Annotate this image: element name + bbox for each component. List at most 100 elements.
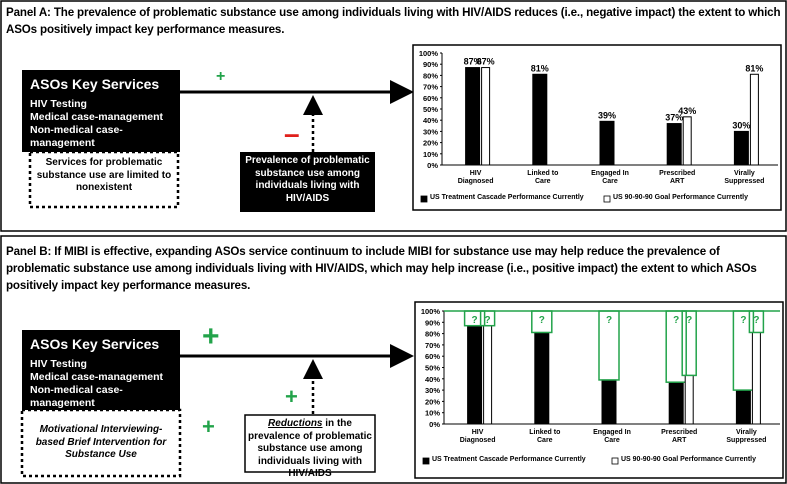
x-tick-label: HIV Diagnosed	[457, 170, 494, 185]
legend-swatch	[603, 195, 611, 203]
value-label: 81%	[745, 63, 763, 73]
legend-label: US 90-90-90 Goal Performance Currently	[613, 194, 748, 201]
x-tick-label: Linked to Care	[529, 429, 561, 444]
minus-sign: –	[284, 118, 300, 149]
x-tick-label: HIV Diagnosed	[459, 429, 496, 444]
dotted-box	[28, 150, 180, 209]
panel-title: Panel A: The prevalence of problematic s…	[6, 6, 781, 36]
unknown-label: ?	[606, 315, 612, 326]
note-text: in the prevalence of problematic substan…	[248, 418, 372, 479]
mibi-note: Motivational Interviewing-based Brief In…	[35, 424, 167, 460]
value-label: 87%	[477, 57, 495, 67]
y-tick-label: 90%	[423, 60, 438, 69]
y-tick-label: 40%	[425, 375, 440, 384]
x-tick-label: Engaged In Care	[593, 429, 631, 444]
y-tick-label: 60%	[425, 352, 440, 361]
bar	[481, 67, 491, 166]
gap-box	[479, 310, 496, 327]
value-label: 43%	[678, 106, 696, 116]
unknown-label: ?	[673, 315, 679, 326]
bar	[735, 389, 751, 425]
unknown-label: ?	[686, 315, 692, 326]
value-label: 87%	[464, 57, 482, 67]
x-tick-label: Virally Suppressed	[724, 170, 765, 185]
y-tick-label: 10%	[423, 150, 438, 159]
legend-swatch	[611, 457, 619, 465]
bar	[668, 381, 684, 425]
y-tick-label: 0%	[429, 420, 440, 429]
y-tick-label: 50%	[425, 364, 440, 373]
y-tick-label: 60%	[423, 94, 438, 103]
legend-label: US 90-90-90 Goal Performance Currently	[621, 456, 756, 463]
panel-b-frame	[0, 235, 787, 484]
y-tick-label: 10%	[425, 409, 440, 418]
y-tick-label: 70%	[423, 83, 438, 92]
service: Medical case-management	[30, 111, 164, 123]
y-tick-label: 20%	[425, 397, 440, 406]
value-label: 30%	[732, 120, 750, 130]
dotted-box	[20, 408, 182, 478]
bar	[749, 73, 759, 166]
unknown-label: ?	[753, 315, 759, 326]
panel-a-frame	[0, 0, 787, 232]
moderator-box: Prevalence of problematic substance use …	[240, 152, 375, 212]
legend-label: US Treatment Cascade Performance Current…	[432, 456, 586, 463]
y-tick-label: 80%	[423, 71, 438, 80]
y-tick-label: 100%	[421, 307, 441, 316]
legend-swatch	[420, 195, 428, 203]
plus-sign: +	[202, 414, 215, 439]
y-tick-label: 80%	[425, 330, 440, 339]
x-tick-label: Engaged In Care	[591, 170, 629, 185]
value-label: 37%	[665, 113, 683, 123]
bar	[733, 130, 749, 166]
x-tick-label: Prescribed ART	[661, 429, 698, 444]
plus-sign: +	[285, 384, 298, 409]
unknown-label: ?	[740, 315, 746, 326]
gap-box	[665, 310, 687, 383]
y-tick-label: 30%	[425, 386, 440, 395]
y-tick-label: 30%	[423, 127, 438, 136]
y-tick-label: 20%	[423, 139, 438, 148]
y-tick-label: 100%	[419, 49, 439, 58]
gap-box	[681, 310, 697, 377]
gap-box	[531, 310, 553, 334]
value-label: 39%	[598, 110, 616, 120]
gap-box	[748, 310, 765, 334]
y-tick-label: 90%	[425, 318, 440, 327]
y-tick-label: 50%	[423, 105, 438, 114]
legend-label: US Treatment Cascade Performance Current…	[430, 194, 584, 201]
bar	[467, 325, 483, 425]
bar	[465, 67, 481, 166]
gap-box	[463, 310, 486, 327]
moderator-box	[244, 414, 376, 473]
services-box: ASOs Key Services HIV Testing Medical ca…	[22, 330, 180, 410]
service: Non-medical case-management	[30, 124, 123, 149]
service: HIV Testing	[30, 98, 87, 110]
legend-swatch	[422, 457, 430, 465]
y-tick-label: 0%	[427, 161, 438, 170]
x-tick-label: Prescribed ART	[659, 170, 696, 185]
services-title: ASOs Key Services	[30, 76, 160, 92]
unknown-label: ?	[539, 315, 545, 326]
plus-sign: +	[202, 320, 220, 353]
bar	[751, 331, 761, 425]
unknown-label: ?	[485, 315, 491, 326]
service: HIV Testing	[30, 358, 87, 370]
panel-title: Panel B: If MIBI is effective, expanding…	[6, 245, 757, 292]
y-tick-label: 40%	[423, 116, 438, 125]
plus-sign: +	[216, 68, 226, 85]
bar	[601, 379, 617, 425]
services-title: ASOs Key Services	[30, 336, 160, 352]
bar	[666, 123, 682, 166]
gap-box	[598, 310, 620, 381]
service: Non-medical case-management	[30, 384, 123, 409]
x-tick-label: Virally Suppressed	[726, 429, 767, 444]
bar	[684, 374, 694, 425]
bar	[599, 120, 615, 166]
emphasis: Reductions	[268, 418, 323, 429]
bar	[682, 116, 692, 166]
value-label: 81%	[531, 63, 549, 73]
unknown-label: ?	[472, 315, 478, 326]
